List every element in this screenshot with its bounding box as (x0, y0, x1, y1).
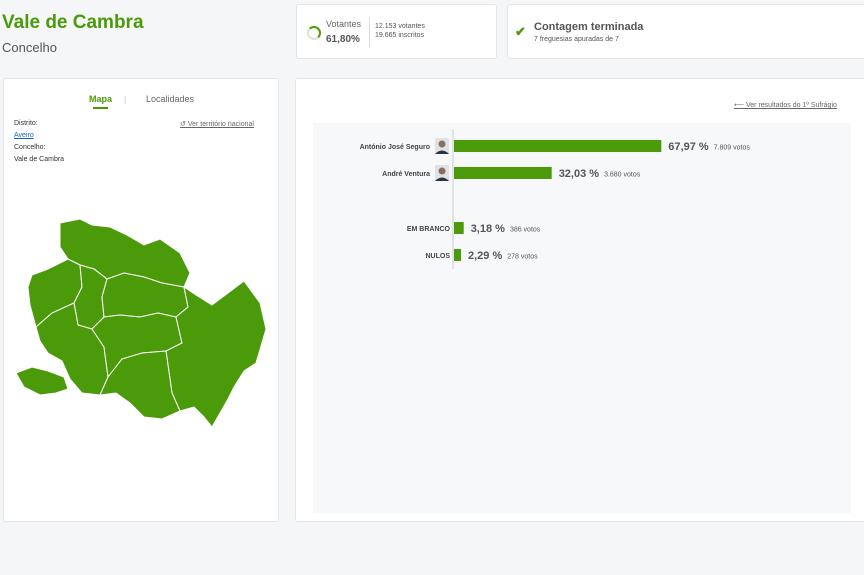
tab-mapa[interactable]: Mapa (89, 94, 113, 104)
active-tab-indicator (93, 107, 108, 109)
tab-separator: | (124, 94, 127, 104)
category-label: NULOS (426, 253, 451, 260)
contagem-subtitle: 7 freguesias apuradas de 7 (534, 36, 619, 43)
progress-ring-icon (307, 26, 321, 40)
page-subtitle: Concelho (2, 40, 57, 55)
category-label: António José Seguro (360, 144, 430, 151)
concelho-map (15, 218, 267, 428)
contagem-card: ✔ Contagem terminada 7 freguesias apurad… (507, 4, 864, 59)
category-label: André Ventura (382, 171, 430, 178)
results-bar-chart: António José Seguro 67,97 % 7.809 votos And… (360, 129, 751, 269)
ver-territorio-label: Ver território nacional (187, 121, 254, 128)
result-bar (454, 167, 552, 179)
contagem-title: Contagem terminada (534, 21, 644, 33)
results-chart-area: António José Seguro 67,97 % 7.809 votos And… (313, 123, 851, 513)
page-title: Vale de Cambra (2, 12, 144, 33)
map-panel: Mapa | Localidades Distrito: Aveiro Conc… (3, 78, 279, 522)
arrow-left-icon: ⟵ (734, 102, 745, 109)
divider (369, 17, 370, 47)
concelho-value: Vale de Cambra (14, 156, 65, 163)
percent-label: 3,18 % (471, 223, 505, 235)
votes-label: 3.680 votos (604, 172, 641, 179)
map-region-far-west[interactable] (15, 366, 69, 396)
check-icon: ✔ (515, 24, 526, 39)
category-label: EM BRANCO (407, 226, 451, 233)
votantes-card: Votantes 61,80% 12.153 votantes 19.665 i… (296, 4, 497, 59)
concelho-label: Concelho: (14, 144, 46, 151)
ver-1-sufragio-label: Ver resultados do 1º Sufrágio (746, 102, 837, 109)
inscritos-count: 19.665 inscritos (375, 32, 425, 39)
votantes-percent: 61,80% (326, 34, 360, 45)
percent-label: 2,29 % (468, 250, 502, 262)
candidate-avatar (435, 165, 449, 181)
distrito-label: Distrito: (14, 120, 38, 127)
ver-1-sufragio-link[interactable]: ⟵ Ver resultados do 1º Sufrágio (734, 101, 837, 109)
percent-label: 32,03 % (559, 168, 600, 180)
votantes-count: 12.153 votantes (375, 23, 425, 30)
ver-territorio-link[interactable]: ↺ Ver território nacional (180, 120, 254, 128)
distrito-link[interactable]: Aveiro (14, 132, 34, 139)
result-bar (454, 140, 662, 152)
votes-label: 278 votos (507, 254, 538, 261)
candidate-avatar (435, 138, 449, 154)
results-panel: ⟵ Ver resultados do 1º Sufrágio António … (295, 78, 864, 522)
votantes-label: Votantes (326, 19, 362, 29)
result-bar (454, 249, 461, 261)
votes-label: 386 votos (510, 227, 541, 234)
votes-label: 7.809 votos (714, 145, 751, 152)
tab-localidades[interactable]: Localidades (146, 94, 195, 104)
result-bar (454, 222, 464, 234)
map-region-south[interactable] (99, 350, 181, 420)
reset-icon: ↺ (180, 121, 186, 128)
percent-label: 67,97 % (668, 141, 709, 153)
